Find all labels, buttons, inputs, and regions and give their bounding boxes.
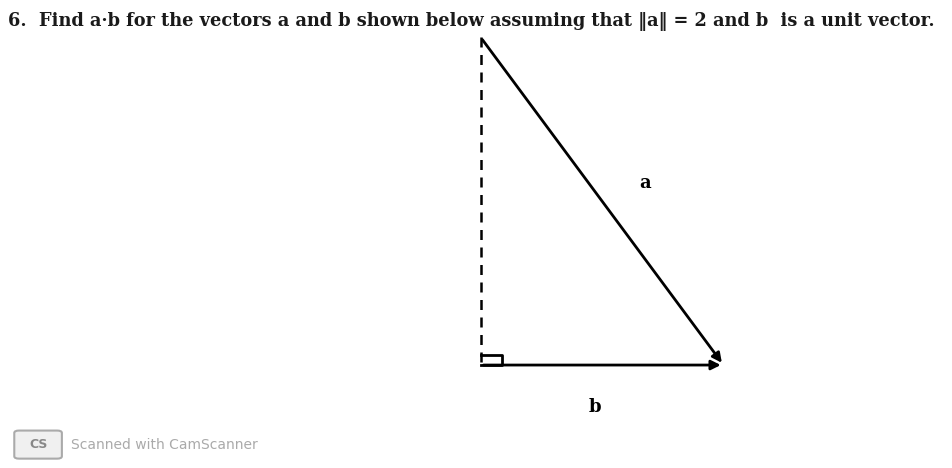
Text: a: a: [639, 174, 651, 191]
Text: b: b: [588, 398, 602, 416]
Text: 6.  Find a·b for the vectors a and b shown below assuming that ‖a‖ = 2 and b  is: 6. Find a·b for the vectors a and b show…: [8, 12, 934, 31]
Text: CS: CS: [29, 438, 48, 451]
Text: Scanned with CamScanner: Scanned with CamScanner: [71, 438, 258, 452]
FancyBboxPatch shape: [14, 431, 62, 459]
